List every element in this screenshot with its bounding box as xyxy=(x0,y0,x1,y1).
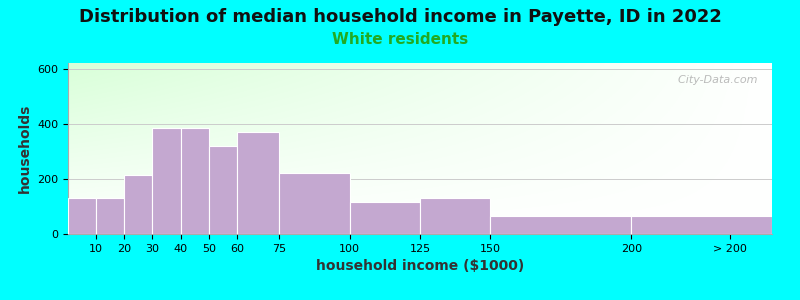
Bar xyxy=(209,146,237,234)
Bar xyxy=(631,216,772,234)
Bar xyxy=(124,175,153,234)
Y-axis label: households: households xyxy=(18,104,31,193)
Bar xyxy=(68,198,96,234)
Bar xyxy=(490,216,631,234)
Text: City-Data.com: City-Data.com xyxy=(671,75,758,85)
Text: White residents: White residents xyxy=(332,32,468,46)
Bar xyxy=(96,198,124,234)
Bar xyxy=(237,132,279,234)
Bar xyxy=(350,202,420,234)
Bar xyxy=(153,128,181,234)
X-axis label: household income ($1000): household income ($1000) xyxy=(316,259,524,273)
Bar xyxy=(279,173,350,234)
Bar xyxy=(181,128,209,234)
Bar xyxy=(420,198,490,234)
Text: Distribution of median household income in Payette, ID in 2022: Distribution of median household income … xyxy=(78,8,722,26)
